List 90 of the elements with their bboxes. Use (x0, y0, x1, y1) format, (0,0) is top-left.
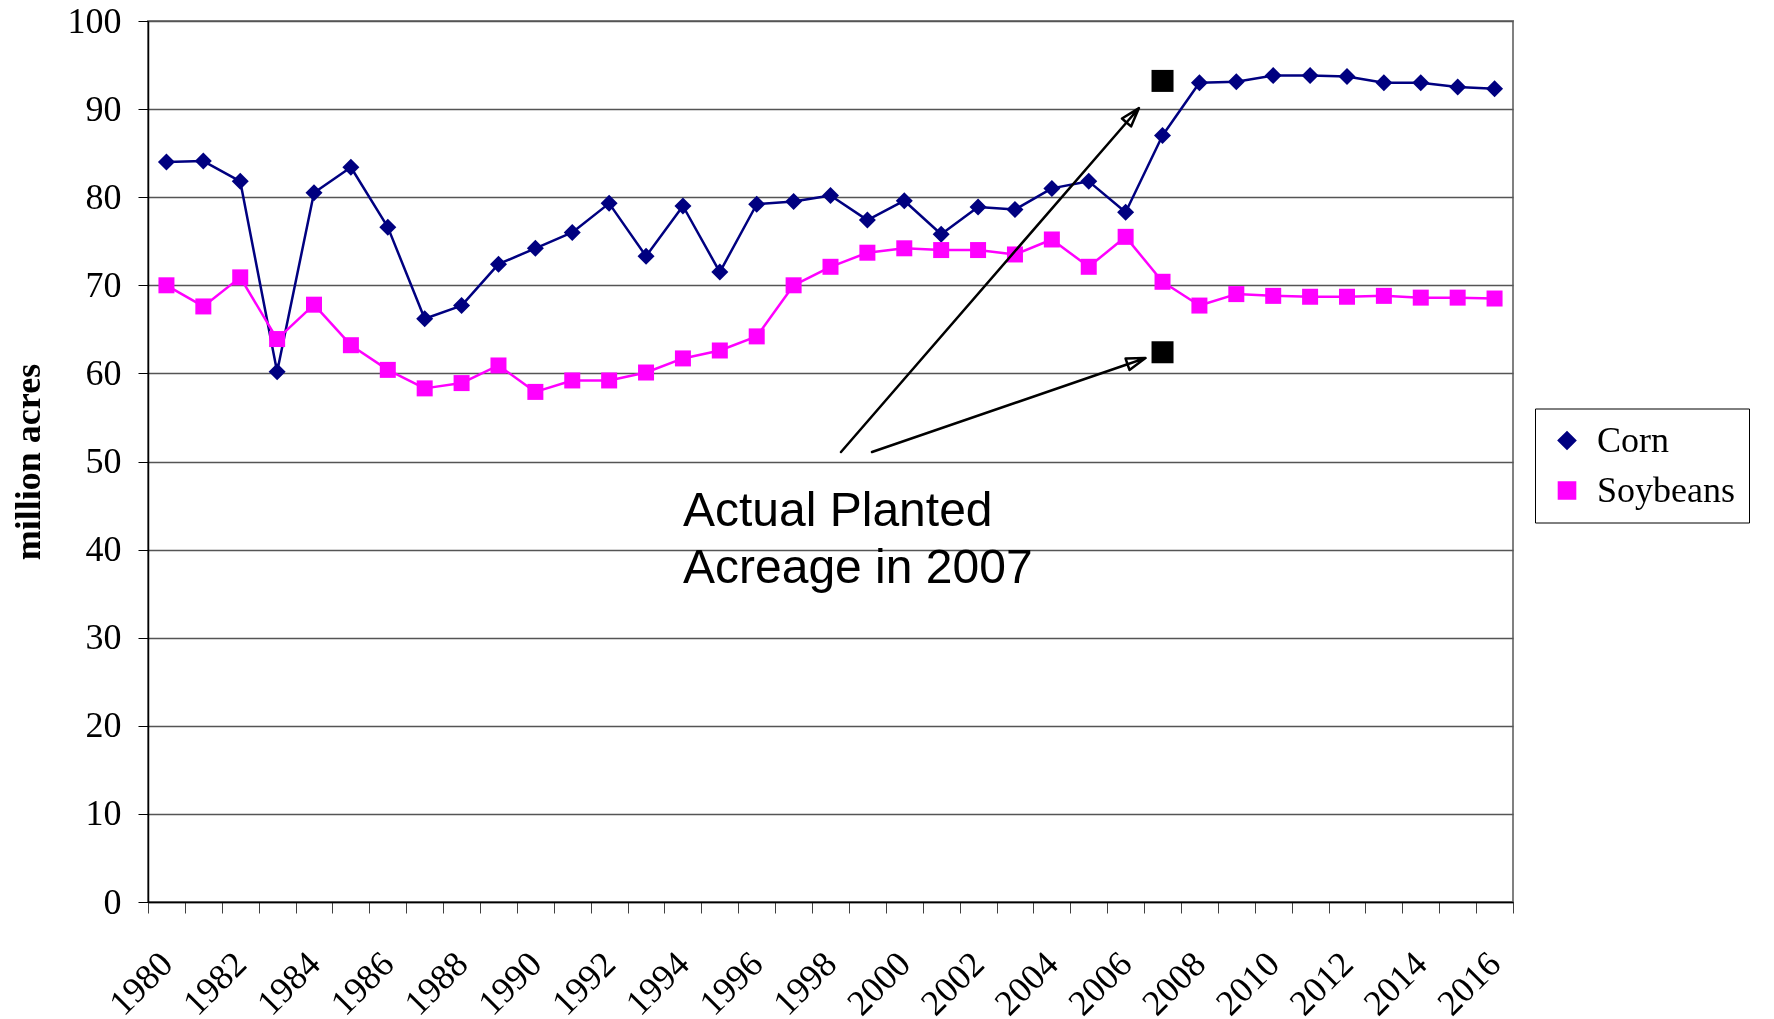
point (158, 277, 175, 294)
point (1302, 288, 1319, 305)
point (822, 258, 839, 275)
point (932, 225, 950, 243)
point (379, 218, 397, 236)
point (1265, 287, 1282, 304)
point (1006, 201, 1024, 219)
point (895, 192, 913, 210)
point (1375, 287, 1392, 304)
point (933, 242, 950, 259)
point (638, 364, 655, 381)
point (269, 331, 286, 348)
point (1264, 67, 1282, 85)
y-tick-label: 70 (85, 264, 122, 305)
point (1412, 74, 1430, 92)
point (1151, 341, 1174, 364)
point (564, 372, 581, 389)
point (1449, 78, 1467, 96)
point (674, 197, 692, 215)
point (637, 247, 655, 265)
point (859, 244, 876, 261)
point (1117, 203, 1135, 221)
point (1486, 290, 1503, 307)
point (1228, 286, 1245, 303)
y-axis-title: million acres (7, 363, 48, 561)
point (1080, 172, 1098, 190)
point (157, 153, 175, 171)
point (416, 380, 433, 397)
point (231, 172, 249, 190)
point (526, 239, 544, 257)
y-tick-label: 0 (103, 881, 122, 922)
point (1338, 68, 1356, 85)
point (1117, 228, 1134, 245)
point (748, 328, 765, 345)
legend-label: Corn (1597, 419, 1669, 460)
y-tick-label: 80 (85, 176, 122, 217)
point (601, 372, 618, 389)
point (453, 375, 470, 392)
point (489, 255, 507, 273)
point (1151, 69, 1174, 92)
point (268, 363, 286, 381)
point (1486, 80, 1504, 98)
point (711, 342, 728, 359)
point (1043, 179, 1061, 197)
y-tick-label: 10 (85, 793, 122, 834)
y-tick-label: 20 (85, 705, 122, 746)
point (232, 269, 249, 286)
point (490, 357, 507, 374)
point (674, 350, 691, 367)
point (342, 337, 359, 354)
point (1375, 74, 1393, 92)
point (1154, 273, 1171, 290)
point (822, 186, 839, 204)
point (600, 194, 618, 212)
point (711, 263, 729, 281)
point (379, 361, 396, 378)
y-tick-label: 90 (85, 88, 122, 129)
point (453, 297, 471, 315)
point (305, 184, 323, 202)
point (194, 152, 212, 170)
point (563, 223, 581, 241)
point (1301, 67, 1319, 85)
point (785, 193, 803, 211)
point (1190, 74, 1208, 92)
point (306, 296, 323, 313)
point (195, 298, 212, 315)
point (970, 242, 987, 259)
point (342, 158, 360, 176)
point (1043, 231, 1060, 248)
y-tick-label: 50 (85, 441, 122, 481)
point (1412, 289, 1429, 306)
point (1338, 288, 1355, 305)
point (1154, 127, 1172, 145)
point (785, 277, 802, 294)
point (1449, 289, 1466, 306)
point (416, 310, 434, 328)
point (858, 211, 876, 229)
point (969, 198, 987, 216)
y-tick-label: 60 (85, 352, 122, 393)
y-tick-label: 40 (85, 529, 122, 570)
point (748, 195, 766, 213)
annotation: Actual Planted Acreage in 2007 (683, 483, 1033, 593)
y-tick-label: 100 (67, 0, 122, 41)
legend-label: Soybeans (1597, 469, 1735, 510)
y-tick-label: 30 (85, 617, 122, 658)
point (896, 240, 913, 257)
point (527, 383, 544, 400)
point (1227, 73, 1245, 91)
point (1191, 297, 1208, 314)
point (1080, 258, 1097, 275)
